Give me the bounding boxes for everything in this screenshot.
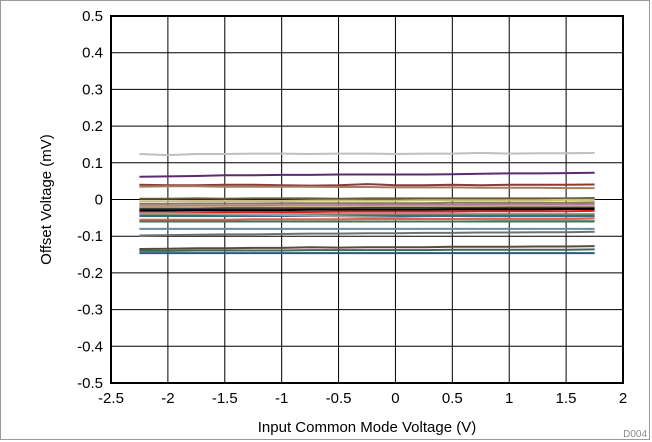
- series-line-12: [139, 209, 595, 214]
- series-line-7: [139, 201, 595, 205]
- series-line-9: [139, 205, 595, 209]
- x-tick-label: -0.5: [326, 390, 352, 407]
- series-line-3: [139, 183, 595, 187]
- y-tick-label: -0.2: [77, 265, 103, 282]
- y-tick-label: -0.5: [77, 375, 103, 392]
- x-tick-label: -1.5: [212, 390, 238, 407]
- series-line-8: [139, 203, 595, 208]
- y-tick-label: 0.5: [82, 8, 103, 25]
- series-line-10: [139, 206, 595, 210]
- x-tick-label: -1: [275, 390, 288, 407]
- series-line-18: [139, 230, 595, 237]
- series-line-2: [139, 171, 595, 178]
- y-tick-label: -0.1: [77, 228, 103, 245]
- x-tick-labels: -2.5 -2 -1.5 -1 -0.5 0 0.5 1 1.5 2: [98, 390, 627, 407]
- x-tick-label: 2: [619, 390, 627, 407]
- x-tick-label: 0.5: [442, 390, 463, 407]
- y-tick-label: -0.3: [77, 302, 103, 319]
- series-line-1: [139, 151, 595, 157]
- plot-border: [110, 15, 624, 384]
- x-axis-label: Input Common Mode Voltage (V): [258, 419, 476, 436]
- x-tick-label: -2.5: [98, 390, 124, 407]
- y-tick-label: -0.4: [77, 338, 103, 355]
- y-tick-label: 0.4: [82, 45, 103, 62]
- y-tick-label: 0.3: [82, 81, 103, 98]
- y-tick-label: 0: [95, 192, 103, 209]
- x-tick-label: 1.5: [556, 390, 577, 407]
- y-tick-label: 0.2: [82, 118, 103, 135]
- series-line-11: [139, 208, 595, 212]
- y-tick-labels: 0.5 0.4 0.3 0.2 0.1 0 -0.1 -0.2 -0.3 -0.4 -0.5: [77, 8, 103, 392]
- series-line-20: [139, 245, 595, 250]
- series-line-5: [139, 197, 595, 200]
- figure-code: D004: [623, 429, 647, 440]
- x-tick-label: 1: [505, 390, 513, 407]
- series-line-6: [139, 198, 595, 203]
- series-lines: [139, 151, 595, 255]
- series-line-16: [139, 217, 595, 221]
- y-axis-label: Offset Voltage (mV): [38, 134, 55, 265]
- y-tick-label: 0.1: [82, 155, 103, 172]
- series-line-15: [139, 212, 595, 222]
- series-line-21: [139, 248, 595, 252]
- x-tick-label: -2: [161, 390, 174, 407]
- series-line-4: [139, 185, 595, 190]
- x-tick-label: 0: [391, 390, 399, 407]
